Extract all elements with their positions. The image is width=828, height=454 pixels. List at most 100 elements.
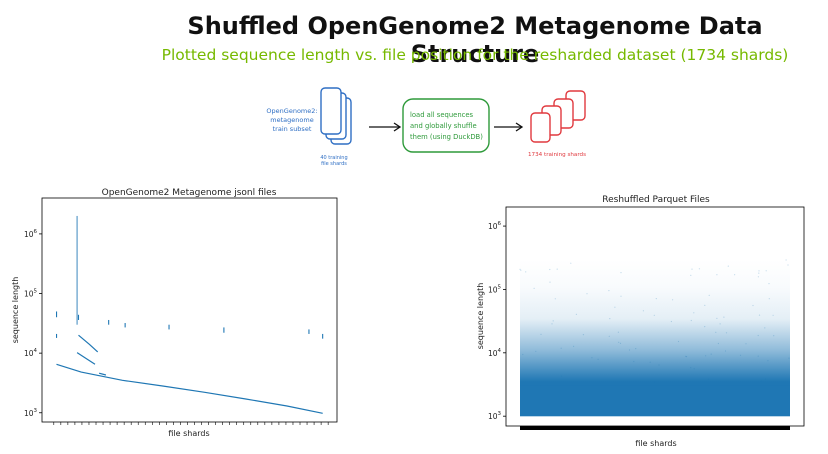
scatter-point [677,340,680,343]
mark-layer [519,259,790,417]
scatter-point [691,268,693,270]
scatter-point [519,268,521,270]
scatter-point [758,272,760,274]
scatter-point [620,272,622,274]
scatter-point [540,333,542,335]
scatter-point [570,262,572,264]
scatter-point [635,348,637,350]
scatter-point [757,355,759,357]
scatter-point [757,334,759,337]
scatter-point [752,304,754,307]
page-title: Shuffled OpenGenome2 Metagenome Data Str… [187,12,763,68]
scatter-point [628,349,631,351]
series-line [76,352,96,365]
scatter-point [758,314,761,316]
arrow-2 [494,122,524,132]
scatter-point [785,259,787,261]
scatter-point [620,295,622,297]
scatter-point [690,367,692,369]
scatter-point [693,312,695,314]
source-label-line-1: OpenGenome2: [266,107,317,115]
scatter-point [609,318,611,320]
scatter-point [539,385,542,387]
scatter-point [525,271,527,273]
scatter-point [723,316,725,318]
scatter-point [573,345,575,347]
process-box [402,98,490,153]
arrow-1 [369,122,402,132]
x-tick-band [520,426,790,430]
parquet-files-chart: Reshuffled Parquet Files file shards seq… [476,195,805,448]
scatter-point [727,265,729,267]
scatter-point [773,335,775,337]
source-label-line-2: metagenome [270,116,313,124]
scatter-point [704,326,706,328]
jsonl-files-chart: OpenGenome2 Metagenome jsonl files file … [11,188,338,438]
y-axis-label: sequence length [476,283,485,350]
scatter-point [653,314,655,316]
scatter-point [556,268,558,270]
scatter-point [764,378,767,380]
scatter-point [614,306,616,308]
source-count-line-1: 40 training [320,155,347,161]
scatter-point [745,343,747,345]
tick-layer: 103 104 105 106 [24,229,329,425]
scatter-point [560,347,562,349]
scatter-point [724,350,727,352]
scatter-point [764,327,766,329]
scatter-point [788,357,790,359]
scatter-point [617,331,620,333]
scatter-point [618,341,620,343]
scatter-point [535,350,537,352]
scatter-point [787,264,789,266]
scatter-point [768,283,770,285]
chart-frame [41,197,338,423]
scatter-point [549,268,551,271]
scatter-point [560,375,563,377]
scatter-point [552,320,554,322]
scatter-point [690,319,692,322]
chart-title: OpenGenome2 Metagenome jsonl files [102,188,277,198]
scatter-point [597,358,599,360]
scatter-point [734,274,736,276]
scatter-point [710,353,712,355]
scatter-point [655,298,657,300]
scatter-point [772,314,774,316]
scatter-point [642,310,645,312]
scatter-point [690,274,692,276]
scatter-point [586,293,588,295]
scatter-point [670,320,673,323]
dense-band [520,385,790,417]
output-label: 1734 training shards [528,152,586,158]
mark-layer [55,215,324,414]
y-tick-label: 105 [488,284,502,294]
scatter-point [685,355,687,357]
output-shard-card [530,112,551,143]
source-shards-stack [320,87,352,145]
x-axis-label: file shards [168,429,209,438]
scatter-point [551,323,553,325]
scatter-point [619,342,622,344]
scatter-point [758,270,760,272]
process-text-line-1: load all sequences [410,111,474,119]
scatter-point [549,281,551,283]
scatter-point [717,342,720,345]
y-tick-label: 105 [24,289,38,299]
scatter-point [716,274,718,276]
scatter-point [653,381,656,383]
source-count-line-2: file shards [321,161,347,167]
y-axis-label: sequence length [11,277,20,344]
y-tick-label: 106 [488,221,502,231]
scatter-point [520,269,522,271]
source-shard-card [320,87,342,135]
series-line [78,334,99,353]
y-tick-label: 104 [488,348,502,358]
scatter-point [765,270,767,272]
process-text-line-3: them (using DuckDB) [410,133,483,141]
scatter-point [757,276,760,278]
scatter-point [707,378,710,380]
series-line [98,372,107,376]
scatter-point [591,357,593,359]
source-label-line-3: train subset [273,125,312,133]
